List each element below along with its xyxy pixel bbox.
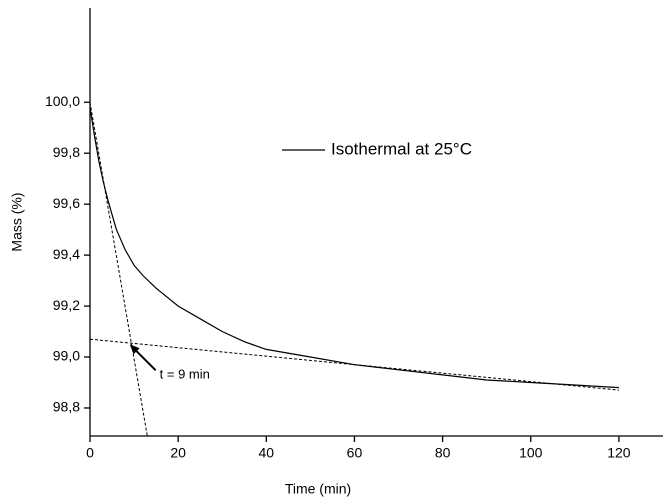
legend-label: Isothermal at 25°C: [331, 139, 472, 158]
y-tick-label: 99,2: [53, 297, 80, 313]
y-axis-label: Mass (%): [9, 192, 25, 251]
x-tick-label: 40: [259, 445, 275, 461]
annotation-text: t = 9 min: [160, 367, 210, 382]
y-tick-label: 100,0: [45, 93, 80, 109]
x-tick-label: 120: [607, 445, 631, 461]
y-tick-label: 99,8: [53, 144, 80, 160]
y-tick-label: 98,8: [53, 399, 80, 415]
x-tick-label: 100: [519, 445, 543, 461]
arrow-head: [129, 344, 140, 355]
x-tick-label: 60: [347, 445, 363, 461]
data-line: [89, 107, 619, 389]
x-tick-label: 80: [435, 445, 451, 461]
y-tick-label: 99,6: [53, 195, 80, 211]
tangent-line: [89, 102, 148, 437]
x-tick-label: 0: [86, 445, 94, 461]
x-axis-label: Time (min): [285, 481, 351, 497]
y-tick-label: 99,4: [53, 246, 80, 262]
x-tick-label: 20: [170, 445, 186, 461]
y-tick-label: 99,0: [53, 348, 80, 364]
